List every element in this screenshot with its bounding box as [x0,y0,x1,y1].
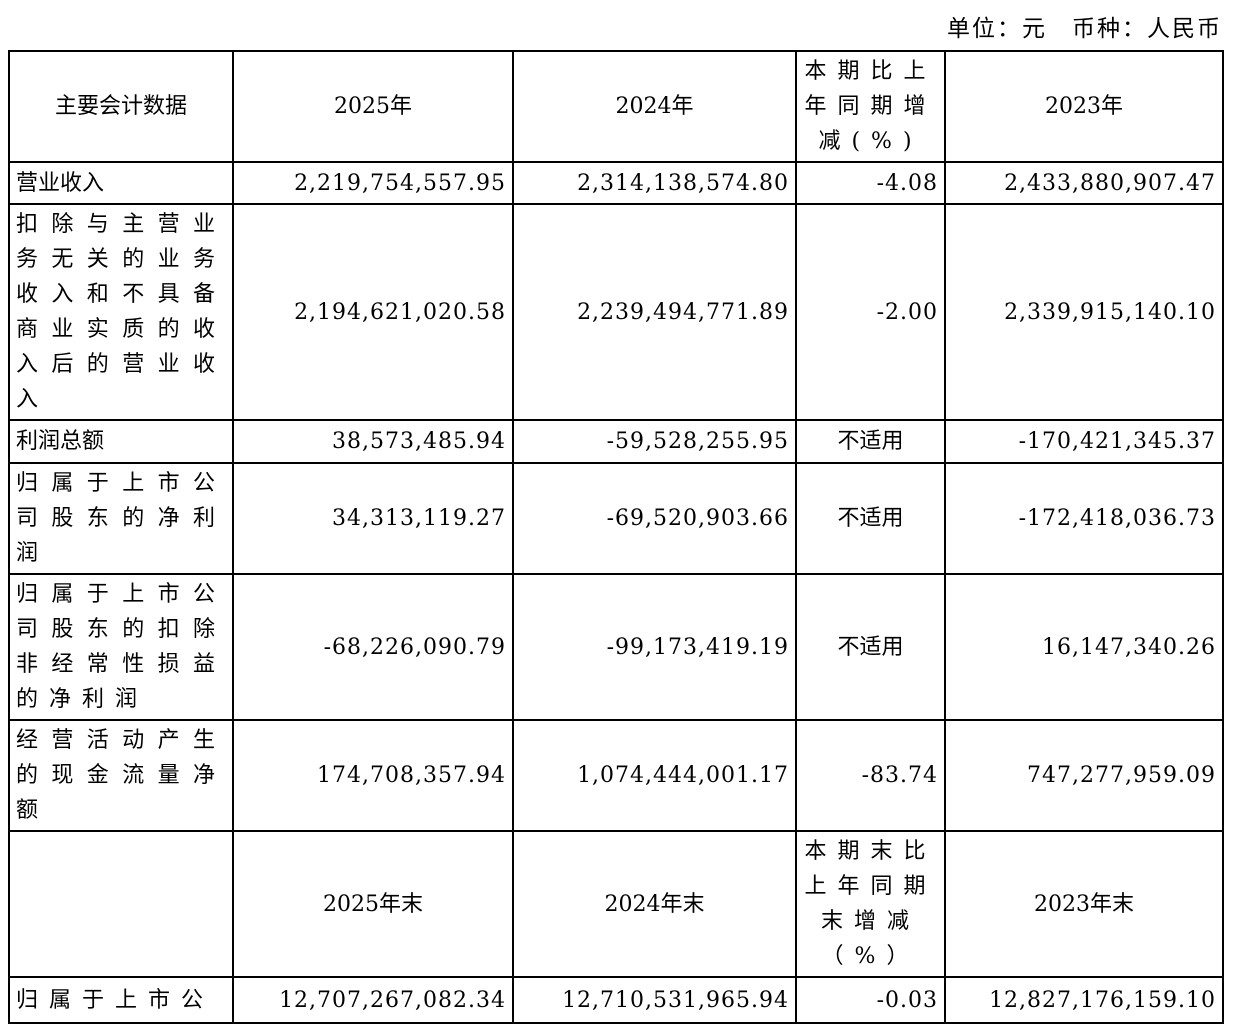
value-change: -4.08 [795,161,946,205]
table-row-net-profit-excl-nonrecurring: 归属于上市公司股东的扣除非经常性损益的净利润 -68,226,090.79 -9… [8,573,1224,721]
table-row-net-profit-attributable: 归属于上市公司股东的净利润 34,313,119.27 -69,520,903.… [8,462,1224,575]
row-label: 归属于上市公司股东的扣除非经常性损益的净利润 [8,573,234,721]
value-2025: 2,194,621,020.58 [232,203,514,421]
value-2024: -69,520,903.66 [512,462,797,575]
column-header-2023: 2023年 [944,50,1224,163]
column-header-2024-end: 2024年末 [512,830,797,978]
value-2025-end: 12,707,267,082.34 [232,976,514,1024]
value-change: -83.74 [795,719,946,832]
value-2025: 38,573,485.94 [232,419,514,464]
column-header-change: 本期比上年同期增减(%) [795,50,946,163]
column-header-2025-end: 2025年末 [232,830,514,978]
row-label: 营业收入 [8,161,234,205]
value-2023-end: 12,827,176,159.10 [944,976,1224,1024]
row-label: 归属于上市公司股东的净利润 [8,462,234,575]
unit-currency-note: 单位：元 币种：人民币 [947,16,1222,42]
row-label: 经营活动产生的现金流量净额 [8,719,234,832]
value-change: 不适用 [795,419,946,464]
table-row-net-assets-attributable: 归属于上市公 12,707,267,082.34 12,710,531,965.… [8,976,1224,1024]
value-change: 不适用 [795,462,946,575]
value-end-change: -0.03 [795,976,946,1024]
value-2024: 2,314,138,574.80 [512,161,797,205]
value-2024: 2,239,494,771.89 [512,203,797,421]
column-header-blank [8,830,234,978]
value-2025: -68,226,090.79 [232,573,514,721]
table-row-total-profit: 利润总额 38,573,485.94 -59,528,255.95 不适用 -1… [8,419,1224,464]
table-row-revenue-after-deduction: 扣除与主营业务无关的业务收入和不具备商业实质的收入后的营业收入 2,194,62… [8,203,1224,421]
value-2025: 34,313,119.27 [232,462,514,575]
value-2025: 2,219,754,557.95 [232,161,514,205]
header-row-period-end: 2025年末 2024年末 本期末比上年同期末增减（%） 2023年末 [8,830,1224,978]
value-2023: 2,339,915,140.10 [944,203,1224,421]
value-2024: 1,074,444,001.17 [512,719,797,832]
column-header-end-change: 本期末比上年同期末增减（%） [795,830,946,978]
value-2023: 16,147,340.26 [944,573,1224,721]
header-row-annual: 主要会计数据 2025年 2024年 本期比上年同期增减(%) 2023年 [8,50,1224,163]
value-2025: 174,708,357.94 [232,719,514,832]
value-2023: -172,418,036.73 [944,462,1224,575]
row-label: 利润总额 [8,419,234,464]
column-header-2023-end: 2023年末 [944,830,1224,978]
key-accounting-data-table: 主要会计数据 2025年 2024年 本期比上年同期增减(%) 2023年 营业… [8,50,1224,1024]
table-row-operating-revenue: 营业收入 2,219,754,557.95 2,314,138,574.80 -… [8,161,1224,205]
value-2024: -59,528,255.95 [512,419,797,464]
row-label: 扣除与主营业务无关的业务收入和不具备商业实质的收入后的营业收入 [8,203,234,421]
value-2023: 2,433,880,907.47 [944,161,1224,205]
column-header-2024: 2024年 [512,50,797,163]
row-label: 归属于上市公 [8,976,234,1024]
value-change: 不适用 [795,573,946,721]
value-2023: -170,421,345.37 [944,419,1224,464]
value-2024-end: 12,710,531,965.94 [512,976,797,1024]
value-2024: -99,173,419.19 [512,573,797,721]
column-header-metric: 主要会计数据 [8,50,234,163]
value-2023: 747,277,959.09 [944,719,1224,832]
table-row-operating-cash-flow: 经营活动产生的现金流量净额 174,708,357.94 1,074,444,0… [8,719,1224,832]
column-header-2025: 2025年 [232,50,514,163]
value-change: -2.00 [795,203,946,421]
